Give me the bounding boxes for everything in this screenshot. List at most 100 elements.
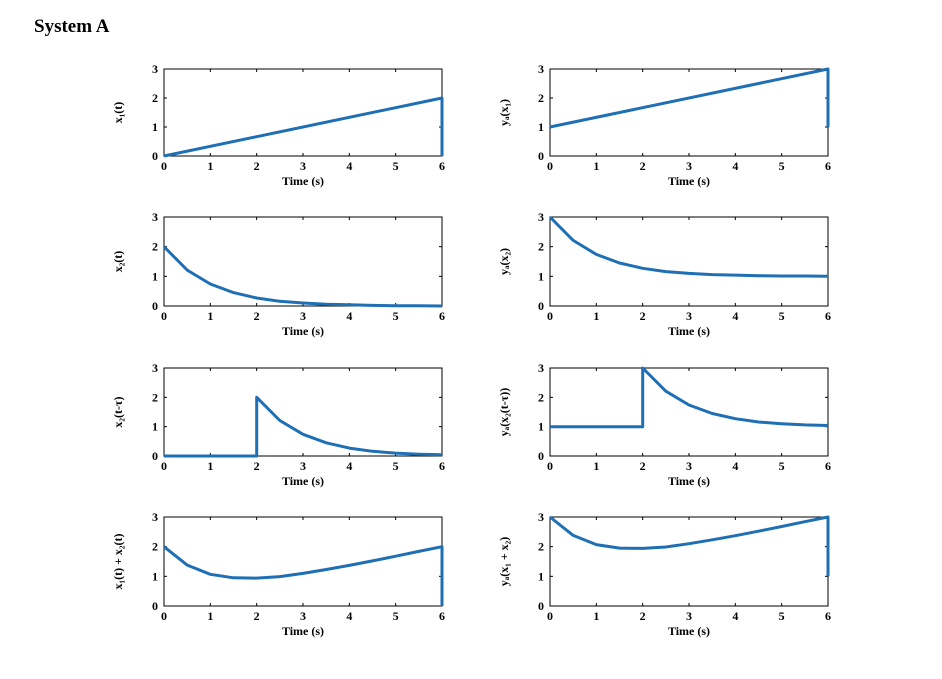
x-tick-label: 3 xyxy=(686,159,692,173)
y-tick-label: 1 xyxy=(152,420,158,434)
x-axis-label: Time (s) xyxy=(282,174,324,188)
y-tick-label: 1 xyxy=(152,120,158,134)
y-axis-label: x₁(t) xyxy=(111,102,125,124)
axes-box xyxy=(163,216,443,307)
y-axis-label: yₐ(x₁ + x₂) xyxy=(497,537,511,587)
y-tick-label: 0 xyxy=(152,449,158,463)
x-tick-label: 4 xyxy=(346,459,352,473)
series-line xyxy=(163,545,444,606)
y-tick-label: 2 xyxy=(538,240,544,254)
x-tick-label: 6 xyxy=(439,309,445,323)
x-tick-label: 2 xyxy=(640,159,646,173)
x-axis-label: Time (s) xyxy=(282,474,324,488)
x-axis-label: Time (s) xyxy=(668,324,710,338)
x-axis-label: Time (s) xyxy=(282,624,324,638)
x-axis-label: Time (s) xyxy=(668,624,710,638)
y-axis-label: x₂(t) xyxy=(111,251,125,273)
x-tick-label: 3 xyxy=(300,159,306,173)
x-tick-label: 0 xyxy=(547,159,553,173)
axes-box xyxy=(163,516,443,607)
x-tick-label: 1 xyxy=(207,309,213,323)
x-tick-label: 0 xyxy=(161,309,167,323)
y-tick-label: 3 xyxy=(538,62,544,76)
y-tick-label: 2 xyxy=(152,240,158,254)
x-tick-label: 6 xyxy=(825,459,831,473)
x-tick-label: 1 xyxy=(207,459,213,473)
x-tick-label: 0 xyxy=(161,609,167,623)
x-tick-label: 3 xyxy=(300,309,306,323)
y-tick-label: 3 xyxy=(538,210,544,224)
x-tick-label: 0 xyxy=(547,309,553,323)
x-tick-label: 2 xyxy=(640,459,646,473)
y-tick-label: 2 xyxy=(152,91,158,105)
x-axis-label: Time (s) xyxy=(668,474,710,488)
x-tick-label: 6 xyxy=(825,309,831,323)
x-tick-label: 4 xyxy=(732,159,738,173)
x-tick-label: 5 xyxy=(393,609,399,623)
series-line xyxy=(549,515,830,577)
x-tick-label: 2 xyxy=(254,609,260,623)
x-tick-label: 3 xyxy=(300,459,306,473)
y-axis-label: x₁(t) + x₂(t) xyxy=(111,533,125,589)
x-tick-label: 1 xyxy=(593,459,599,473)
x-tick-label: 3 xyxy=(686,609,692,623)
axes-box xyxy=(549,367,829,457)
series-line xyxy=(162,245,443,308)
x-tick-label: 1 xyxy=(207,159,213,173)
y-tick-label: 3 xyxy=(538,361,544,375)
x-tick-label: 1 xyxy=(593,609,599,623)
y-axis-label: yₐ(x₂(t-τ)) xyxy=(497,388,511,437)
y-axis-label: yₐ(x₂) xyxy=(497,248,511,275)
x-tick-label: 1 xyxy=(593,159,599,173)
x-tick-label: 4 xyxy=(732,459,738,473)
y-tick-label: 0 xyxy=(538,149,544,163)
y-tick-label: 2 xyxy=(152,390,158,404)
series-line xyxy=(163,96,444,158)
x-tick-label: 6 xyxy=(439,609,445,623)
y-tick-label: 1 xyxy=(152,269,158,283)
x-tick-label: 3 xyxy=(300,609,306,623)
y-tick-label: 0 xyxy=(152,599,158,613)
x-tick-label: 2 xyxy=(640,609,646,623)
x-tick-label: 3 xyxy=(686,309,692,323)
y-axis-label: x₂(t-τ) xyxy=(111,396,125,427)
x-tick-label: 4 xyxy=(732,309,738,323)
x-tick-label: 4 xyxy=(732,609,738,623)
x-tick-label: 6 xyxy=(439,459,445,473)
x-tick-label: 5 xyxy=(393,309,399,323)
series-line xyxy=(549,67,830,129)
x-tick-label: 5 xyxy=(779,309,785,323)
y-tick-label: 1 xyxy=(538,569,544,583)
x-tick-label: 2 xyxy=(254,309,260,323)
x-tick-label: 1 xyxy=(207,609,213,623)
x-tick-label: 2 xyxy=(254,459,260,473)
y-tick-label: 0 xyxy=(538,449,544,463)
y-tick-label: 3 xyxy=(152,361,158,375)
x-tick-label: 3 xyxy=(686,459,692,473)
y-tick-label: 0 xyxy=(152,149,158,163)
x-tick-label: 4 xyxy=(346,309,352,323)
axes-box xyxy=(163,367,443,457)
x-tick-label: 6 xyxy=(825,159,831,173)
y-tick-label: 3 xyxy=(538,510,544,524)
y-tick-label: 2 xyxy=(152,540,158,554)
x-tick-label: 0 xyxy=(161,159,167,173)
x-axis-label: Time (s) xyxy=(668,174,710,188)
y-tick-label: 0 xyxy=(538,599,544,613)
y-tick-label: 1 xyxy=(538,420,544,434)
x-tick-label: 4 xyxy=(346,159,352,173)
page-title: System A xyxy=(34,16,110,37)
x-axis-label: Time (s) xyxy=(282,324,324,338)
x-tick-label: 2 xyxy=(640,309,646,323)
x-tick-label: 2 xyxy=(254,159,260,173)
y-tick-label: 3 xyxy=(152,62,158,76)
series-line xyxy=(548,215,829,278)
